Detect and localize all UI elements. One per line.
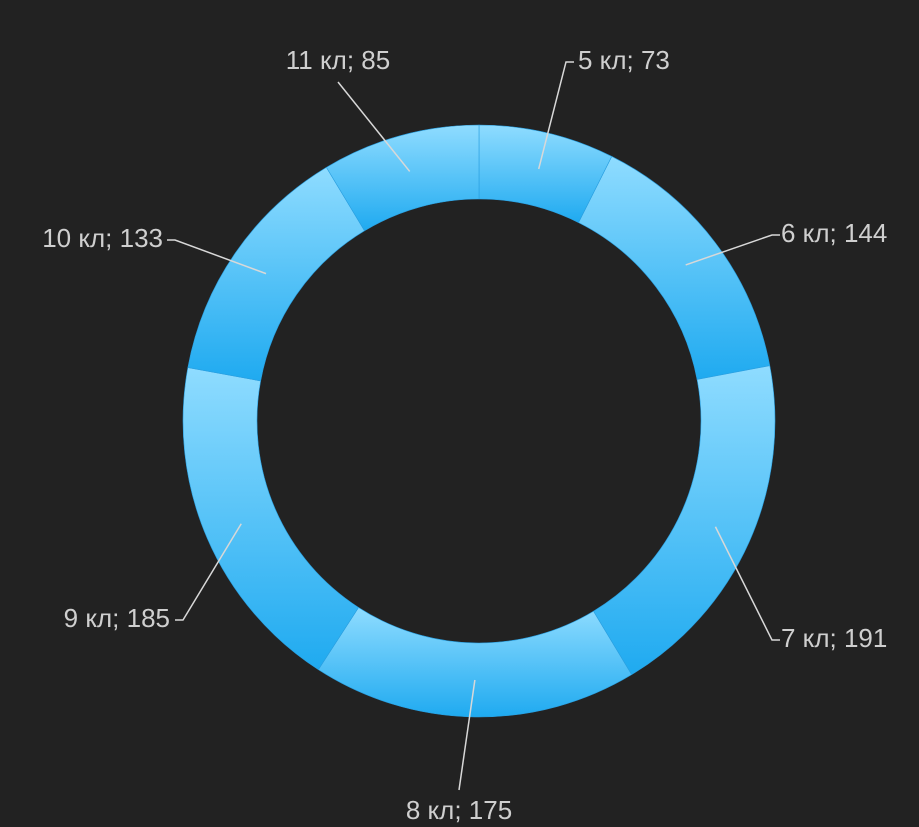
leader-line-10-кл [167,239,267,275]
leader-line-7-кл [714,526,780,641]
leader-line-6-кл [685,234,780,266]
leader-line-5-кл [537,61,574,170]
leader-line-11-кл [337,81,411,172]
data-label-8-кл: 8 кл; 175 [406,795,512,825]
slice-7-кл [593,365,776,676]
slice-10-кл [187,166,365,382]
data-label-5-кл: 5 кл; 73 [578,45,670,75]
slice-11-кл [325,124,480,232]
label-leader-lines [167,61,780,791]
leader-line-9-кл [175,523,242,621]
data-label-7-кл: 7 кл; 191 [781,623,887,653]
leader-line-8-кл [458,679,476,791]
data-label-9-кл: 9 кл; 185 [64,603,170,633]
slice-labels: 5 кл; 73 6 кл; 144 7 кл; 191 8 кл; 175 9 кл;… [42,45,887,825]
data-label-10-кл: 10 кл; 133 [42,223,163,253]
slice-6-кл [578,156,771,380]
data-label-6-кл: 6 кл; 144 [781,218,887,248]
data-label-11-кл: 11 кл; 85 [286,45,390,75]
slice-8-кл [317,607,633,718]
slice-9-кл [182,367,359,671]
donut-slices [182,124,776,718]
